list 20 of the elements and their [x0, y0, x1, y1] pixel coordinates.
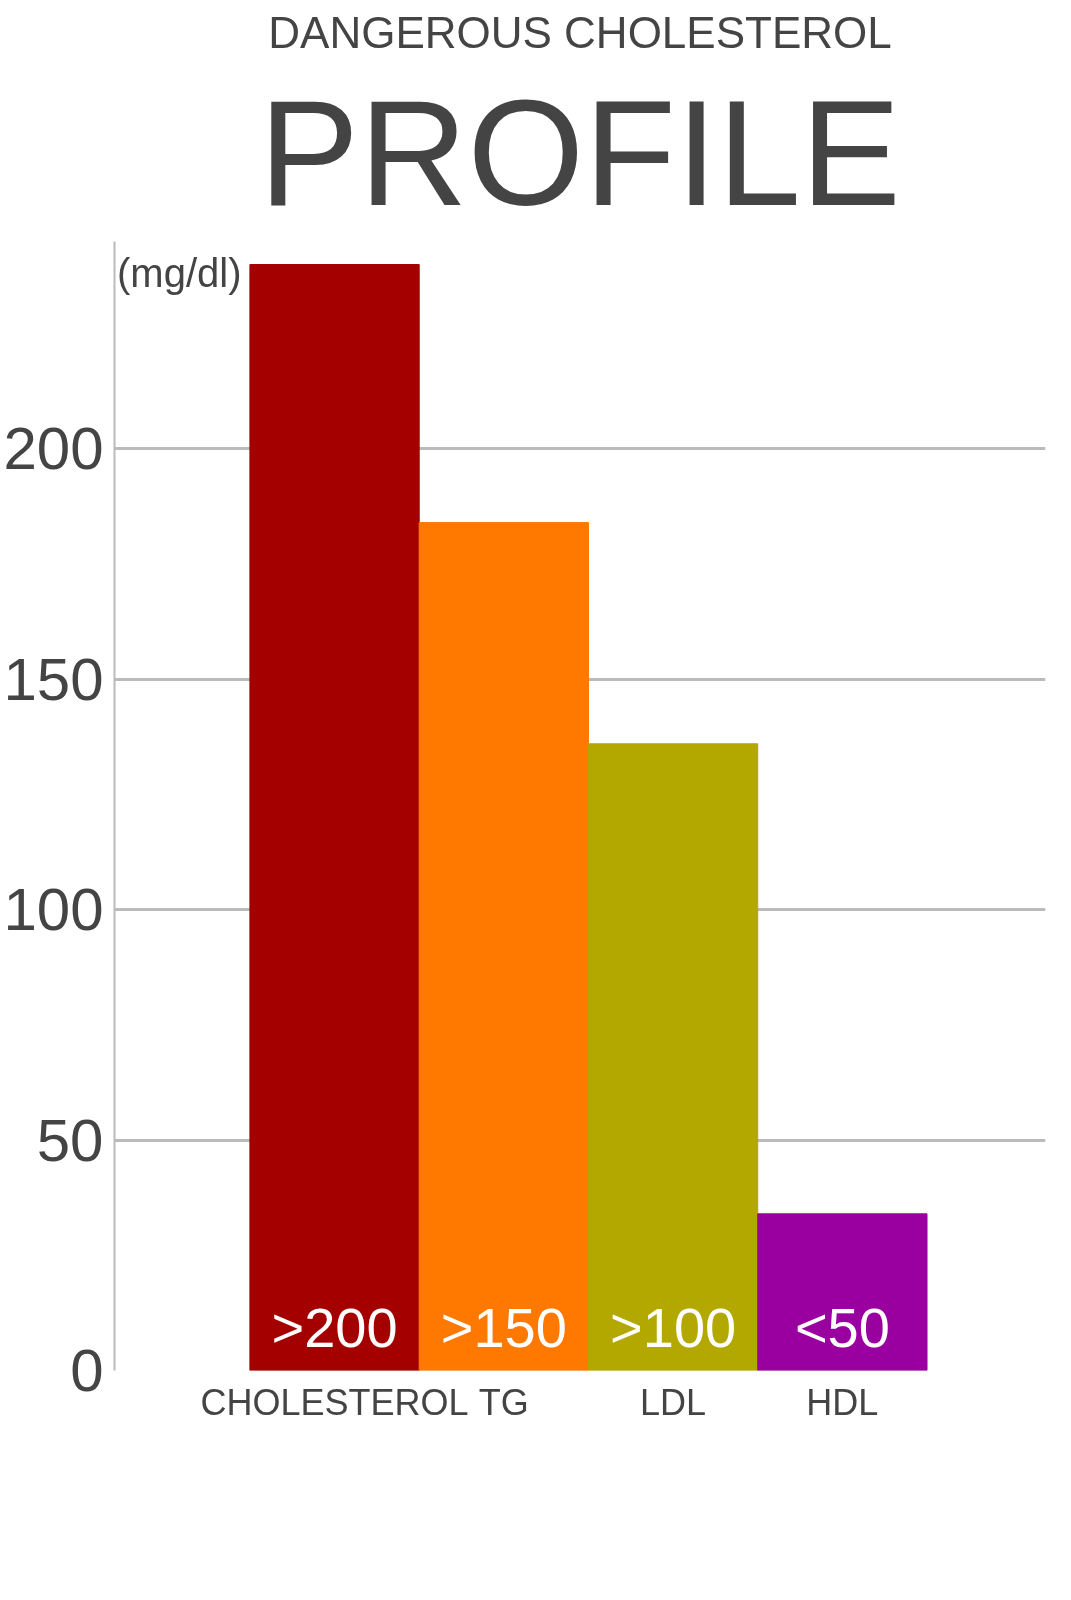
chart-subtitle: PROFILE: [259, 68, 901, 237]
data-label: >150: [440, 1295, 567, 1359]
x-tick-label: TG: [478, 1381, 529, 1423]
data-label: <50: [794, 1295, 890, 1359]
bar: [757, 1213, 928, 1371]
bar: [249, 264, 420, 1371]
x-tick-label: HDL: [806, 1381, 879, 1423]
bar: [587, 743, 759, 1371]
y-tick-label: 50: [36, 1106, 104, 1174]
y-tick-label: 0: [70, 1337, 104, 1404]
y-tick-label: 100: [3, 876, 104, 944]
y-tick-label: 200: [3, 415, 104, 483]
x-tick-label: LDL: [640, 1381, 707, 1423]
y-axis-title: (mg/dl): [117, 250, 242, 295]
x-tick-label: CHOLESTEROL: [200, 1381, 469, 1423]
y-tick-label: 150: [3, 645, 104, 713]
data-label: >100: [610, 1295, 737, 1359]
chart-title: DANGEROUS CHOLESTEROL: [268, 7, 892, 57]
bar: [418, 522, 589, 1371]
data-label: >200: [271, 1295, 398, 1359]
